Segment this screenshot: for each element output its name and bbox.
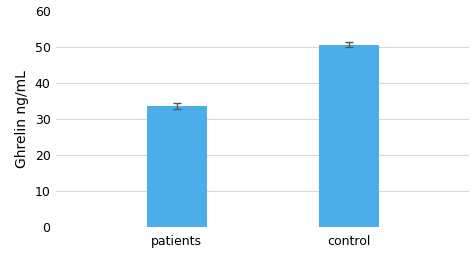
Bar <box>147 106 207 227</box>
Y-axis label: Ghrelin ng/mL: Ghrelin ng/mL <box>15 70 29 168</box>
Bar <box>319 45 379 227</box>
